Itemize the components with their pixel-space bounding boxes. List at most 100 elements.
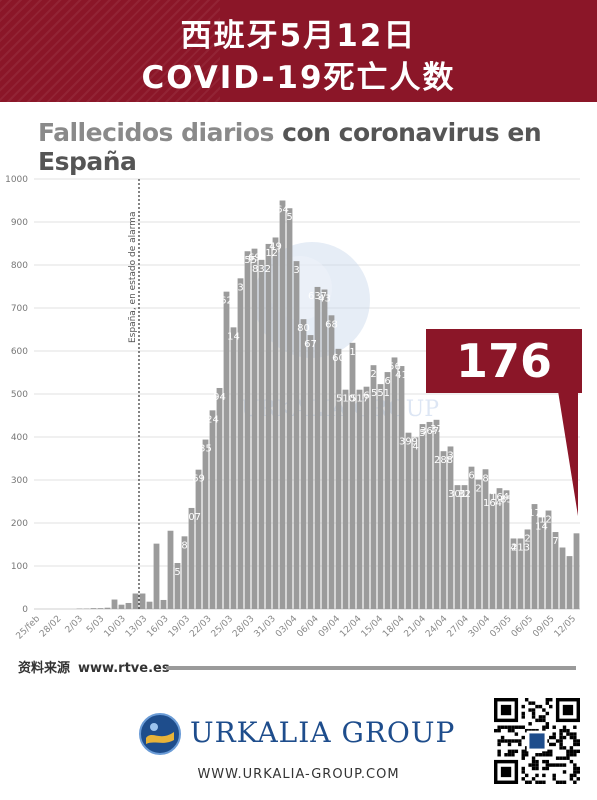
bar bbox=[160, 599, 167, 609]
bar bbox=[216, 387, 223, 609]
qr-module bbox=[559, 728, 563, 733]
data-label: 164 bbox=[490, 492, 509, 503]
bar bbox=[286, 208, 293, 610]
qr-module bbox=[573, 742, 577, 747]
qr-center-logo bbox=[529, 733, 545, 749]
qr-module bbox=[569, 746, 574, 750]
x-tick-label: 03/05 bbox=[488, 614, 513, 639]
bar bbox=[524, 529, 531, 609]
data-label: 37 bbox=[430, 424, 443, 435]
bar bbox=[174, 562, 181, 609]
qr-module bbox=[569, 773, 574, 778]
qr-module bbox=[518, 725, 522, 729]
x-tick-label: 19/03 bbox=[167, 614, 192, 639]
qr-module bbox=[535, 766, 539, 771]
data-label: 24 bbox=[206, 414, 219, 425]
qr-module bbox=[535, 759, 539, 764]
data-label: 69 bbox=[192, 474, 205, 485]
qr-module bbox=[514, 739, 519, 743]
data-label: 832 bbox=[252, 264, 271, 275]
qr-module bbox=[524, 773, 529, 778]
qr-module bbox=[552, 773, 556, 778]
qr-module bbox=[573, 753, 577, 757]
qr-module bbox=[549, 704, 553, 709]
qr-module bbox=[528, 763, 532, 767]
y-tick-label: 800 bbox=[11, 261, 28, 271]
source-url[interactable]: www.rtve.es bbox=[78, 661, 170, 676]
qr-module bbox=[538, 753, 543, 757]
data-label: 14 bbox=[535, 521, 548, 532]
qr-module bbox=[542, 753, 546, 757]
qr-finder-core bbox=[562, 704, 574, 716]
qr-module bbox=[511, 753, 515, 757]
x-tick-label: 27/04 bbox=[446, 614, 472, 640]
qr-module bbox=[573, 739, 577, 743]
brand-website[interactable]: WWW.URKALIA-GROUP.COM bbox=[197, 767, 400, 782]
qr-module bbox=[555, 780, 560, 784]
data-labels: 5810769352494621436556983281249645380676… bbox=[174, 205, 558, 578]
qr-module bbox=[552, 732, 556, 736]
y-tick-label: 900 bbox=[11, 218, 28, 228]
data-label: 68 bbox=[325, 319, 338, 330]
data-label: 164 bbox=[483, 498, 502, 509]
x-tick-label: 10/03 bbox=[103, 614, 128, 639]
qr-module bbox=[562, 780, 567, 784]
bar bbox=[426, 421, 433, 609]
qr-module bbox=[562, 728, 567, 733]
qr-module bbox=[514, 749, 519, 754]
bar bbox=[475, 479, 482, 609]
x-tick-label: 30/04 bbox=[467, 614, 493, 640]
data-label: 510 bbox=[336, 394, 355, 405]
bar bbox=[279, 200, 286, 609]
bar bbox=[300, 319, 307, 609]
qr-code-icon[interactable] bbox=[494, 698, 580, 784]
data-label: 367 bbox=[420, 426, 439, 437]
x-tick-label: 25/feb bbox=[15, 614, 43, 640]
qr-module bbox=[549, 753, 553, 757]
qr-module bbox=[573, 735, 577, 740]
qr-module bbox=[566, 753, 570, 757]
x-tick-label: 18/04 bbox=[381, 614, 407, 640]
qr-module bbox=[521, 735, 525, 740]
bar bbox=[461, 485, 468, 609]
qr-module bbox=[507, 749, 512, 754]
qr-module bbox=[542, 708, 546, 712]
bar bbox=[440, 451, 447, 609]
bar bbox=[384, 372, 391, 609]
qr-module bbox=[531, 766, 536, 771]
qr-module bbox=[497, 739, 501, 743]
qr-module bbox=[573, 725, 577, 729]
data-label: 107 bbox=[182, 512, 201, 523]
bar bbox=[496, 488, 503, 609]
bar bbox=[482, 469, 489, 609]
qr-module bbox=[545, 698, 550, 702]
data-label: 523 bbox=[364, 369, 383, 380]
bar bbox=[139, 593, 146, 609]
qr-module bbox=[549, 698, 553, 702]
bar bbox=[314, 286, 321, 609]
qr-module bbox=[545, 753, 550, 757]
bar bbox=[468, 466, 475, 609]
qr-module bbox=[559, 739, 563, 743]
qr-module bbox=[514, 732, 519, 736]
data-label: 123 bbox=[539, 515, 558, 526]
qr-module bbox=[562, 746, 567, 750]
qr-module bbox=[531, 756, 536, 760]
qr-module bbox=[507, 728, 512, 733]
qr-module bbox=[504, 753, 508, 757]
data-label: 3 bbox=[237, 282, 243, 293]
qr-module bbox=[521, 749, 525, 754]
header-texture bbox=[0, 0, 220, 102]
y-axis-ticks: 0 100 200 300 400 500 600 700 800 900 1000 bbox=[5, 175, 28, 615]
bar bbox=[370, 365, 377, 609]
qr-module bbox=[569, 777, 574, 781]
data-label: 399 bbox=[399, 437, 418, 448]
qr-module bbox=[566, 749, 570, 754]
qr-module bbox=[497, 749, 501, 754]
qr-module bbox=[573, 770, 577, 774]
bar bbox=[244, 251, 251, 609]
bar bbox=[363, 386, 370, 609]
qr-module bbox=[566, 732, 570, 736]
x-tick-label: 09/05 bbox=[531, 614, 556, 639]
